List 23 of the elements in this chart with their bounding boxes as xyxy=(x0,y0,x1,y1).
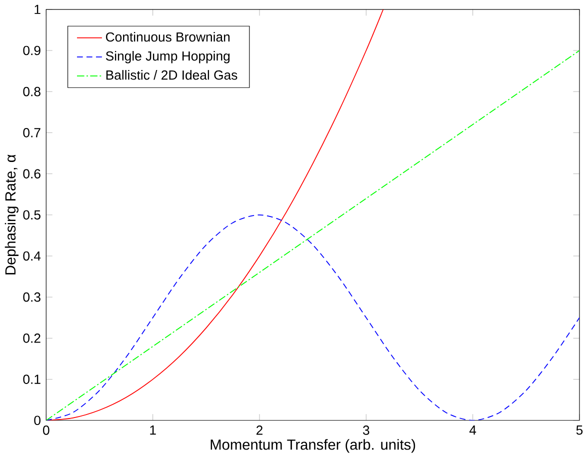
y-tick-label: 0.2 xyxy=(23,334,40,344)
x-tick-label: 0 xyxy=(43,426,50,436)
y-tick-label: 0.6 xyxy=(23,169,40,179)
legend-label: Ballistic / 2D Ideal Gas xyxy=(106,70,238,80)
y-tick-label: 0 xyxy=(34,416,40,426)
line-series xyxy=(46,214,580,421)
y-axis-title: Dephasing Rate, α xyxy=(4,154,19,275)
y-tick-label: 0.7 xyxy=(23,128,40,138)
x-tick-label: 1 xyxy=(150,426,156,435)
y-tick-label: 0.3 xyxy=(23,292,40,302)
x-tick-label: 4 xyxy=(469,426,476,435)
legend-label: Single Jump Hopping xyxy=(106,51,230,64)
x-tick-label: 2 xyxy=(256,426,262,435)
y-tick-label: 0.5 xyxy=(23,210,40,220)
y-tick-label: 1 xyxy=(34,5,40,14)
x-axis-title: Momentum Transfer (arb. units) xyxy=(210,439,416,453)
x-tick-label: 3 xyxy=(362,426,370,436)
y-tick-label: 0.9 xyxy=(23,46,40,56)
x-tick-label: 5 xyxy=(576,426,583,435)
y-tick-label: 0.1 xyxy=(23,374,40,384)
y-tick-label: 0.4 xyxy=(23,252,41,261)
legend-label: Continuous Brownian xyxy=(106,32,230,42)
y-tick-label: 0.8 xyxy=(23,87,40,96)
